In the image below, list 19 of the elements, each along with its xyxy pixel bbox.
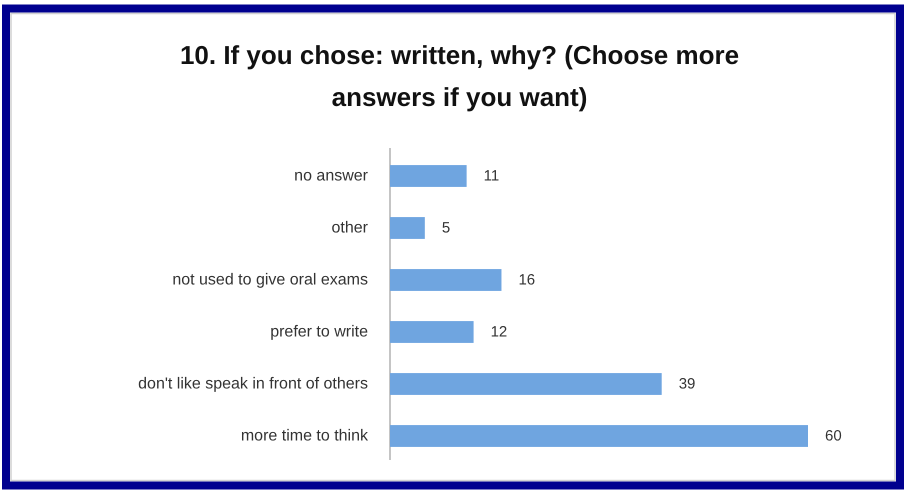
y-tick-label: other xyxy=(332,220,369,236)
y-tick-label: not used to give oral exams xyxy=(172,272,368,288)
bar xyxy=(390,217,425,239)
bar xyxy=(390,425,808,447)
y-tick-label: prefer to write xyxy=(270,324,368,340)
data-label: 11 xyxy=(484,168,500,184)
y-tick-label: don't like speak in front of others xyxy=(138,376,368,392)
data-label: 60 xyxy=(825,428,842,444)
data-label: 12 xyxy=(490,324,508,340)
bar xyxy=(390,321,474,343)
y-tick-label: no answer xyxy=(294,168,369,184)
chart-title: 10. If you chose: written, why? (Choose more answers if you want) xyxy=(180,40,740,112)
data-label: 16 xyxy=(518,272,536,288)
bar xyxy=(390,373,662,395)
bar xyxy=(390,165,467,187)
data-label: 39 xyxy=(678,376,696,392)
data-label: 5 xyxy=(442,220,450,236)
bar xyxy=(390,269,502,291)
y-tick-label: more time to think xyxy=(240,428,369,444)
